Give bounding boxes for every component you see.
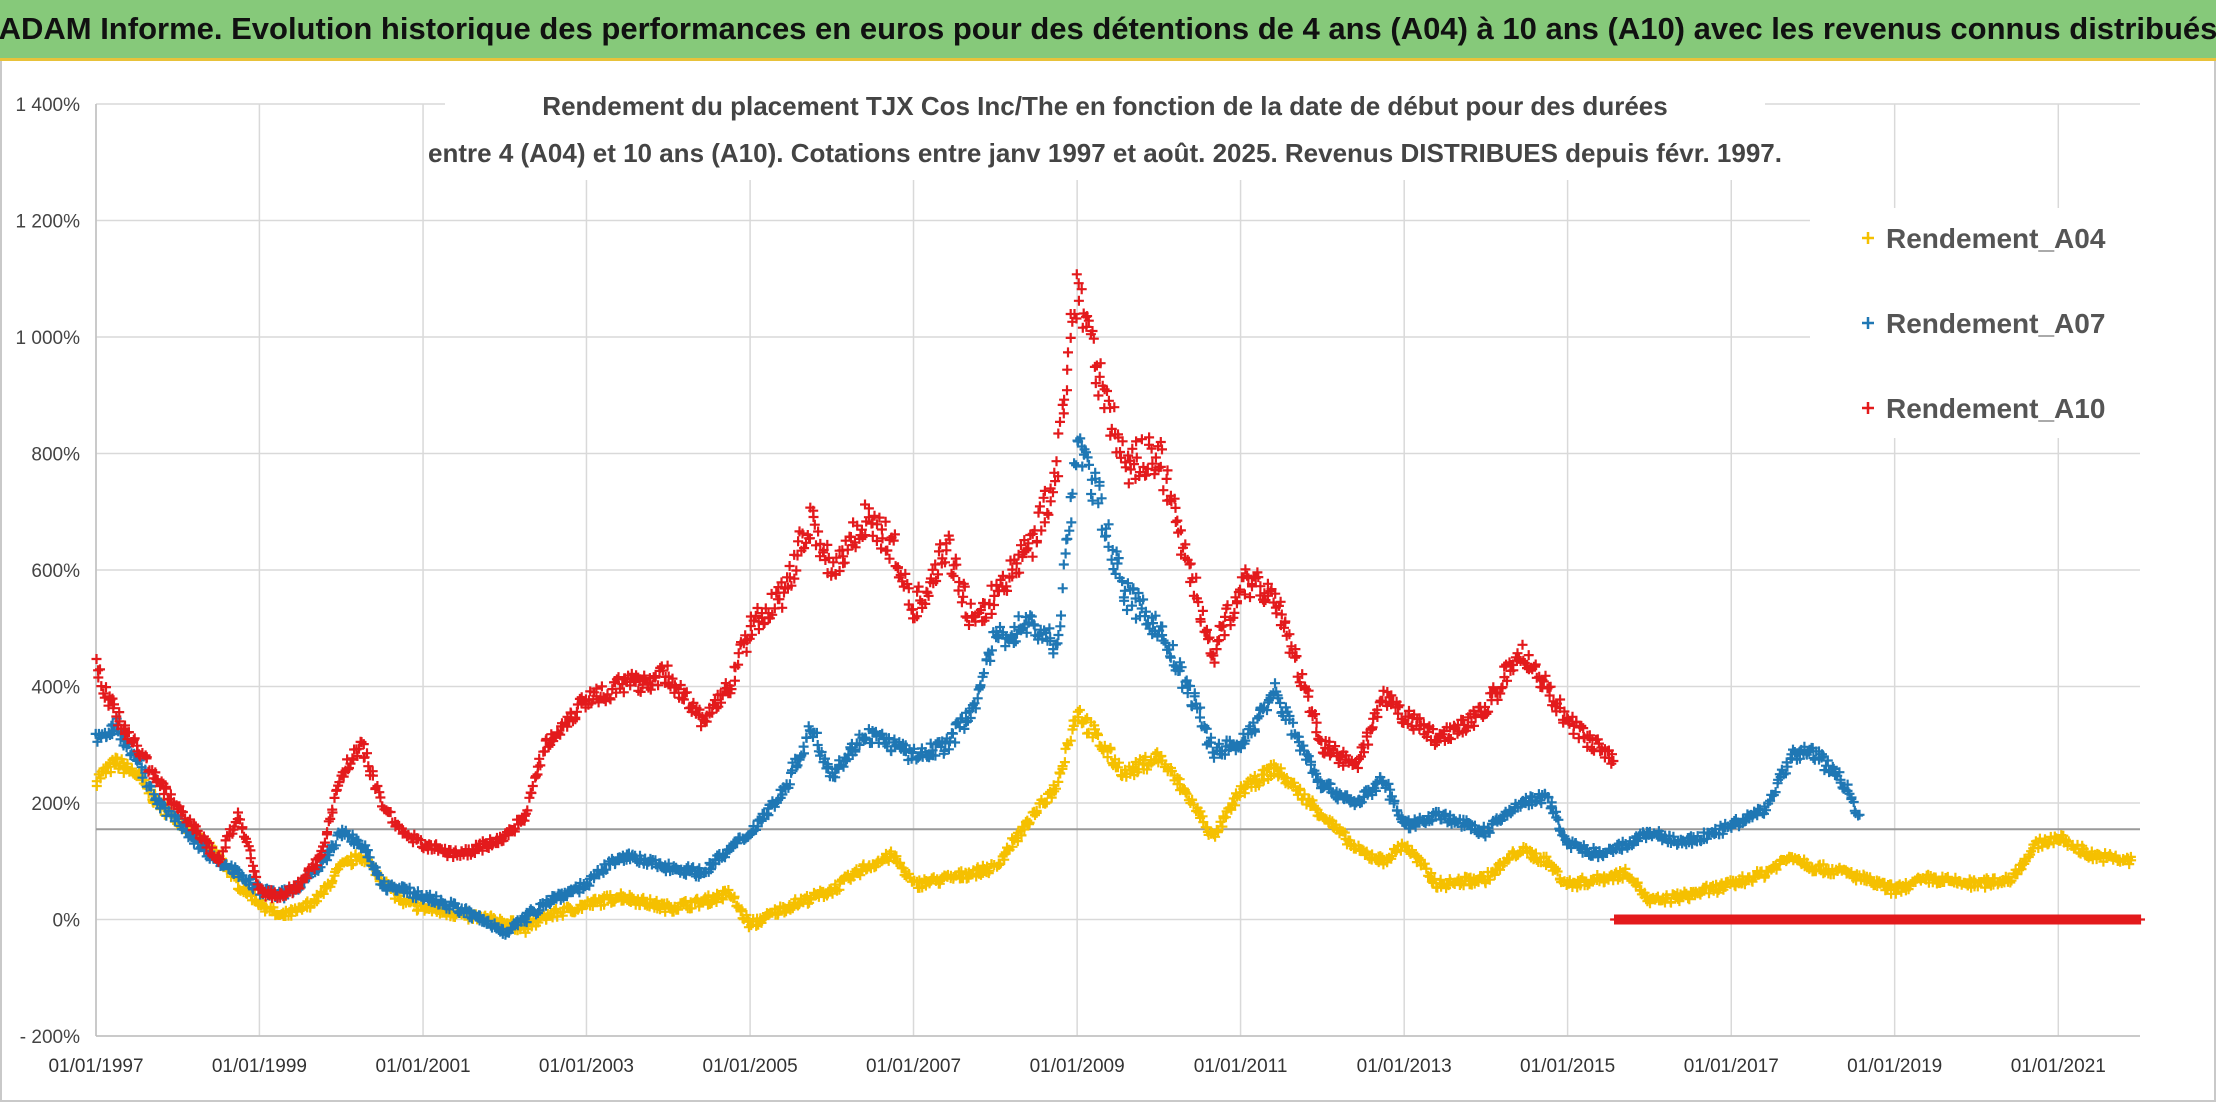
x-tick-label: 01/01/1997	[48, 1056, 143, 1077]
series-markers-Rendement_A10	[91, 269, 1619, 904]
x-axis: 01/01/1997 01/01/1999 01/01/2001 01/01/2003…	[48, 1056, 2105, 1077]
chart-title-background	[445, 84, 1765, 180]
y-axis: - 200% 0% 200% 400% 600% 800% 1 000% 1 200% 1 40…	[16, 95, 81, 1048]
legend-item-Rendement_A07: Rendement_A07	[1862, 308, 2105, 339]
x-tick-label: 01/01/1999	[212, 1056, 307, 1077]
x-tick-label: 01/01/2019	[1847, 1056, 1942, 1077]
legend-marker	[1862, 232, 1874, 244]
legend-marker	[1862, 317, 1874, 329]
x-tick-label: 01/01/2009	[1030, 1056, 1125, 1077]
y-tick-label: 1 000%	[16, 328, 81, 349]
series-markers	[90, 269, 2145, 940]
legend-label: Rendement_A10	[1886, 393, 2105, 424]
legend-label: Rendement_A04	[1886, 223, 2106, 254]
series-Rendement_A10	[91, 269, 2145, 925]
legend-marker	[1862, 402, 1874, 414]
banner-header: ADAM Informe. Evolution historique des p…	[0, 0, 2216, 61]
y-tick-label: 800%	[31, 445, 80, 466]
x-tick-label: 01/01/2011	[1194, 1056, 1288, 1077]
y-tick-label: - 200%	[20, 1027, 80, 1048]
flat-segment-Rendement_A10	[1610, 914, 2145, 925]
x-tick-label: 01/01/2005	[703, 1056, 798, 1077]
banner-title: ADAM Informe. Evolution historique des p…	[0, 11, 2216, 46]
x-tick-label: 01/01/2015	[1520, 1056, 1615, 1077]
series-markers-Rendement_A04	[91, 705, 2137, 938]
legend-item-Rendement_A10: Rendement_A10	[1862, 393, 2105, 424]
chart-title-line-2: entre 4 (A04) et 10 ans (A10). Cotations…	[428, 138, 1782, 168]
y-tick-label: 200%	[31, 794, 80, 815]
y-tick-label: 1 400%	[16, 95, 81, 116]
y-tick-label: 0%	[53, 911, 81, 932]
y-tick-label: 400%	[31, 678, 80, 699]
legend-item-Rendement_A04: Rendement_A04	[1862, 223, 2106, 254]
y-tick-label: 600%	[31, 561, 80, 582]
x-tick-label: 01/01/2013	[1357, 1056, 1452, 1077]
x-tick-label: 01/01/2017	[1684, 1056, 1779, 1077]
x-tick-label: 01/01/2007	[866, 1056, 961, 1077]
x-tick-label: 01/01/2003	[539, 1056, 634, 1077]
x-tick-label: 01/01/2001	[376, 1056, 471, 1077]
series-Rendement_A04	[91, 705, 2137, 938]
x-tick-label: 01/01/2021	[2011, 1056, 2106, 1077]
chart-title-line-1: Rendement du placement TJX Cos Inc/The e…	[542, 91, 1667, 121]
y-tick-label: 1 200%	[16, 212, 81, 233]
legend-label: Rendement_A07	[1886, 308, 2105, 339]
legend: Rendement_A04 Rendement_A07 Rendement_A10	[1862, 223, 2106, 424]
